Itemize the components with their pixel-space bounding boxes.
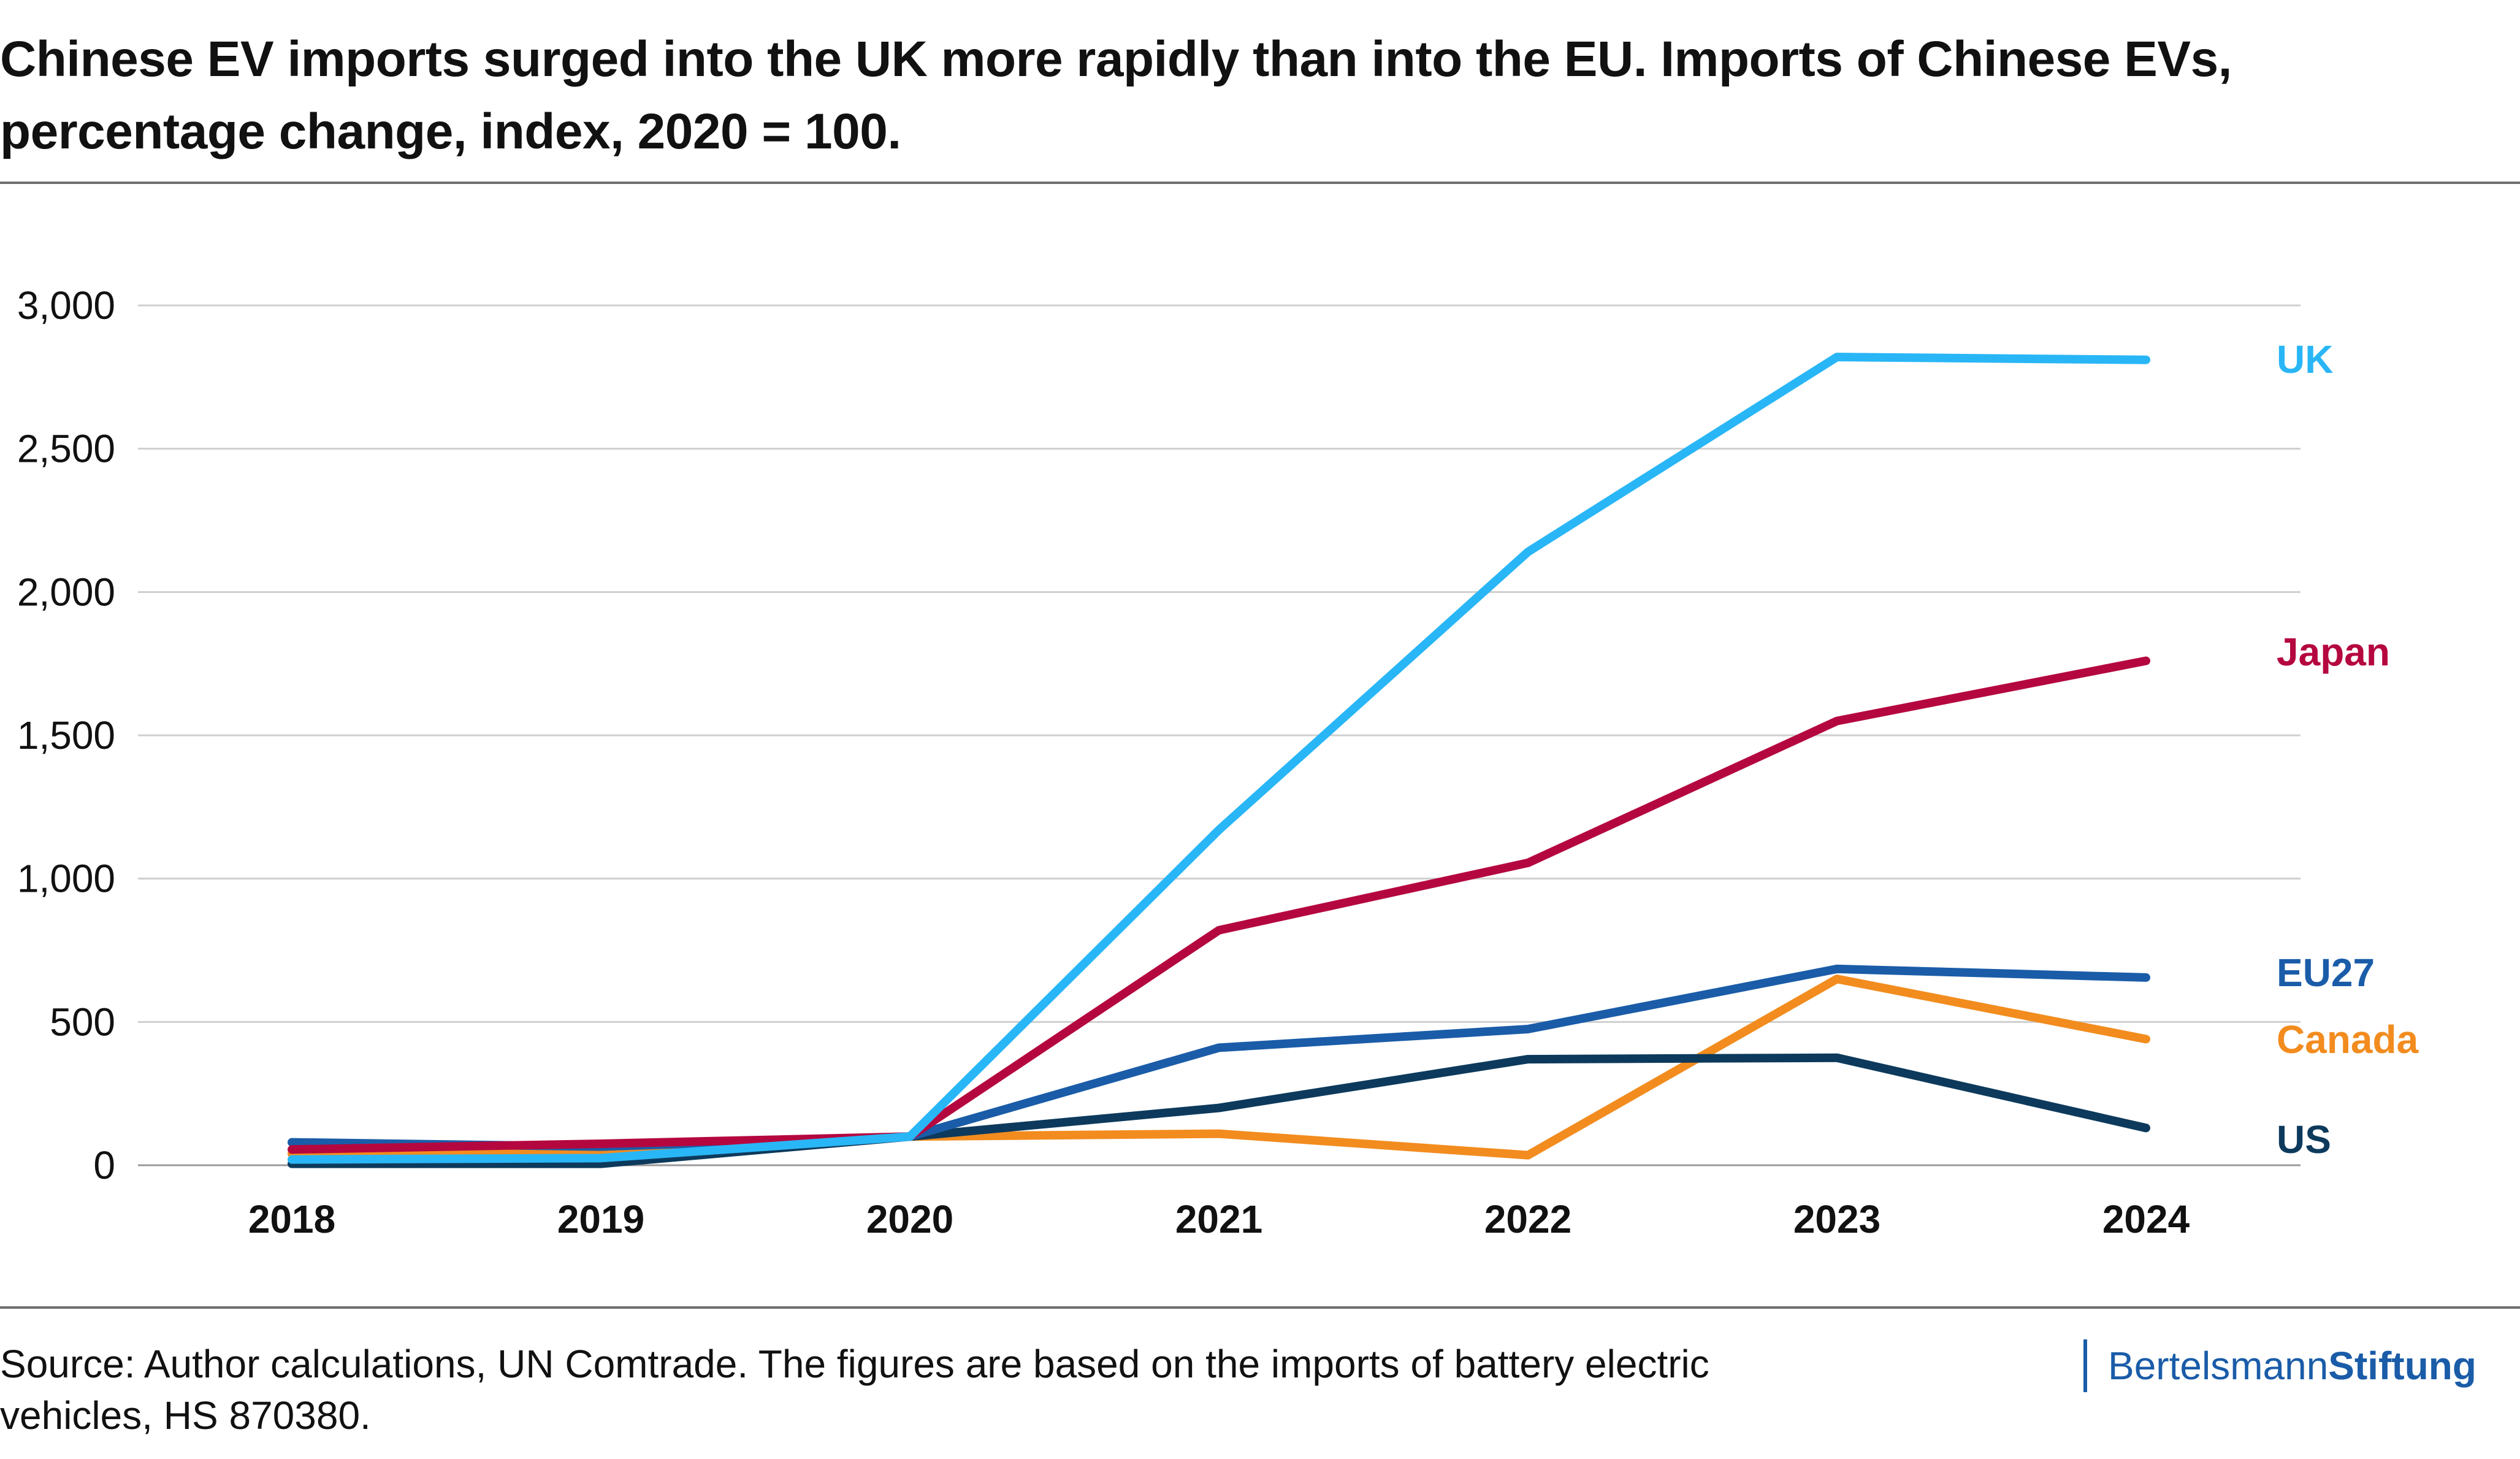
title-divider <box>0 182 2520 184</box>
series-label-canada: Canada <box>2277 1017 2419 1062</box>
series-label-us: US <box>2277 1117 2331 1162</box>
y-tick-label: 1,500 <box>17 713 115 757</box>
x-tick-label: 2023 <box>1793 1197 1880 1241</box>
x-tick-label: 2020 <box>866 1197 953 1241</box>
y-axis-ticks: 0 500 1,000 1,500 2,000 2,500 3,000 <box>17 283 115 1187</box>
brand-name-part2: Stiftung <box>2328 1344 2476 1388</box>
brand-name-part1: Bertelsmann <box>2108 1344 2329 1388</box>
y-tick-label: 1,000 <box>17 857 115 901</box>
x-axis-ticks: 2018 2019 2020 2021 2022 2023 2024 <box>248 1197 2190 1241</box>
gridlines <box>138 304 2300 1166</box>
x-tick-label: 2018 <box>248 1197 335 1241</box>
series-label-japan: Japan <box>2277 630 2390 674</box>
x-tick-label: 2024 <box>2102 1197 2190 1241</box>
series-line-us <box>288 1053 2150 1168</box>
y-tick-label: 500 <box>50 1000 115 1044</box>
footer-divider <box>0 1306 2520 1309</box>
series-line-eu27 <box>288 964 2150 1151</box>
x-tick-label: 2022 <box>1484 1197 1571 1241</box>
source-note: Source: Author calculations, UN Comtrade… <box>0 1342 1709 1438</box>
chart-title: Chinese EV imports surged into the UK mo… <box>0 31 2232 159</box>
brand-logo: BertelsmannStiftung <box>2083 1339 2476 1392</box>
x-tick-label: 2019 <box>557 1197 644 1241</box>
series-labels: UK Japan EU27 Canada US <box>2277 337 2419 1162</box>
series-label-eu27: EU27 <box>2277 951 2375 995</box>
series-line-japan <box>288 656 2150 1154</box>
series-lines <box>288 353 2150 1168</box>
x-tick-label: 2021 <box>1175 1197 1262 1241</box>
y-tick-label: 0 <box>93 1143 115 1187</box>
y-tick-label: 3,000 <box>17 283 115 327</box>
y-tick-label: 2,500 <box>17 427 115 471</box>
series-label-uk: UK <box>2277 337 2333 381</box>
series-line-uk <box>288 353 2150 1164</box>
y-tick-label: 2,000 <box>17 570 115 614</box>
